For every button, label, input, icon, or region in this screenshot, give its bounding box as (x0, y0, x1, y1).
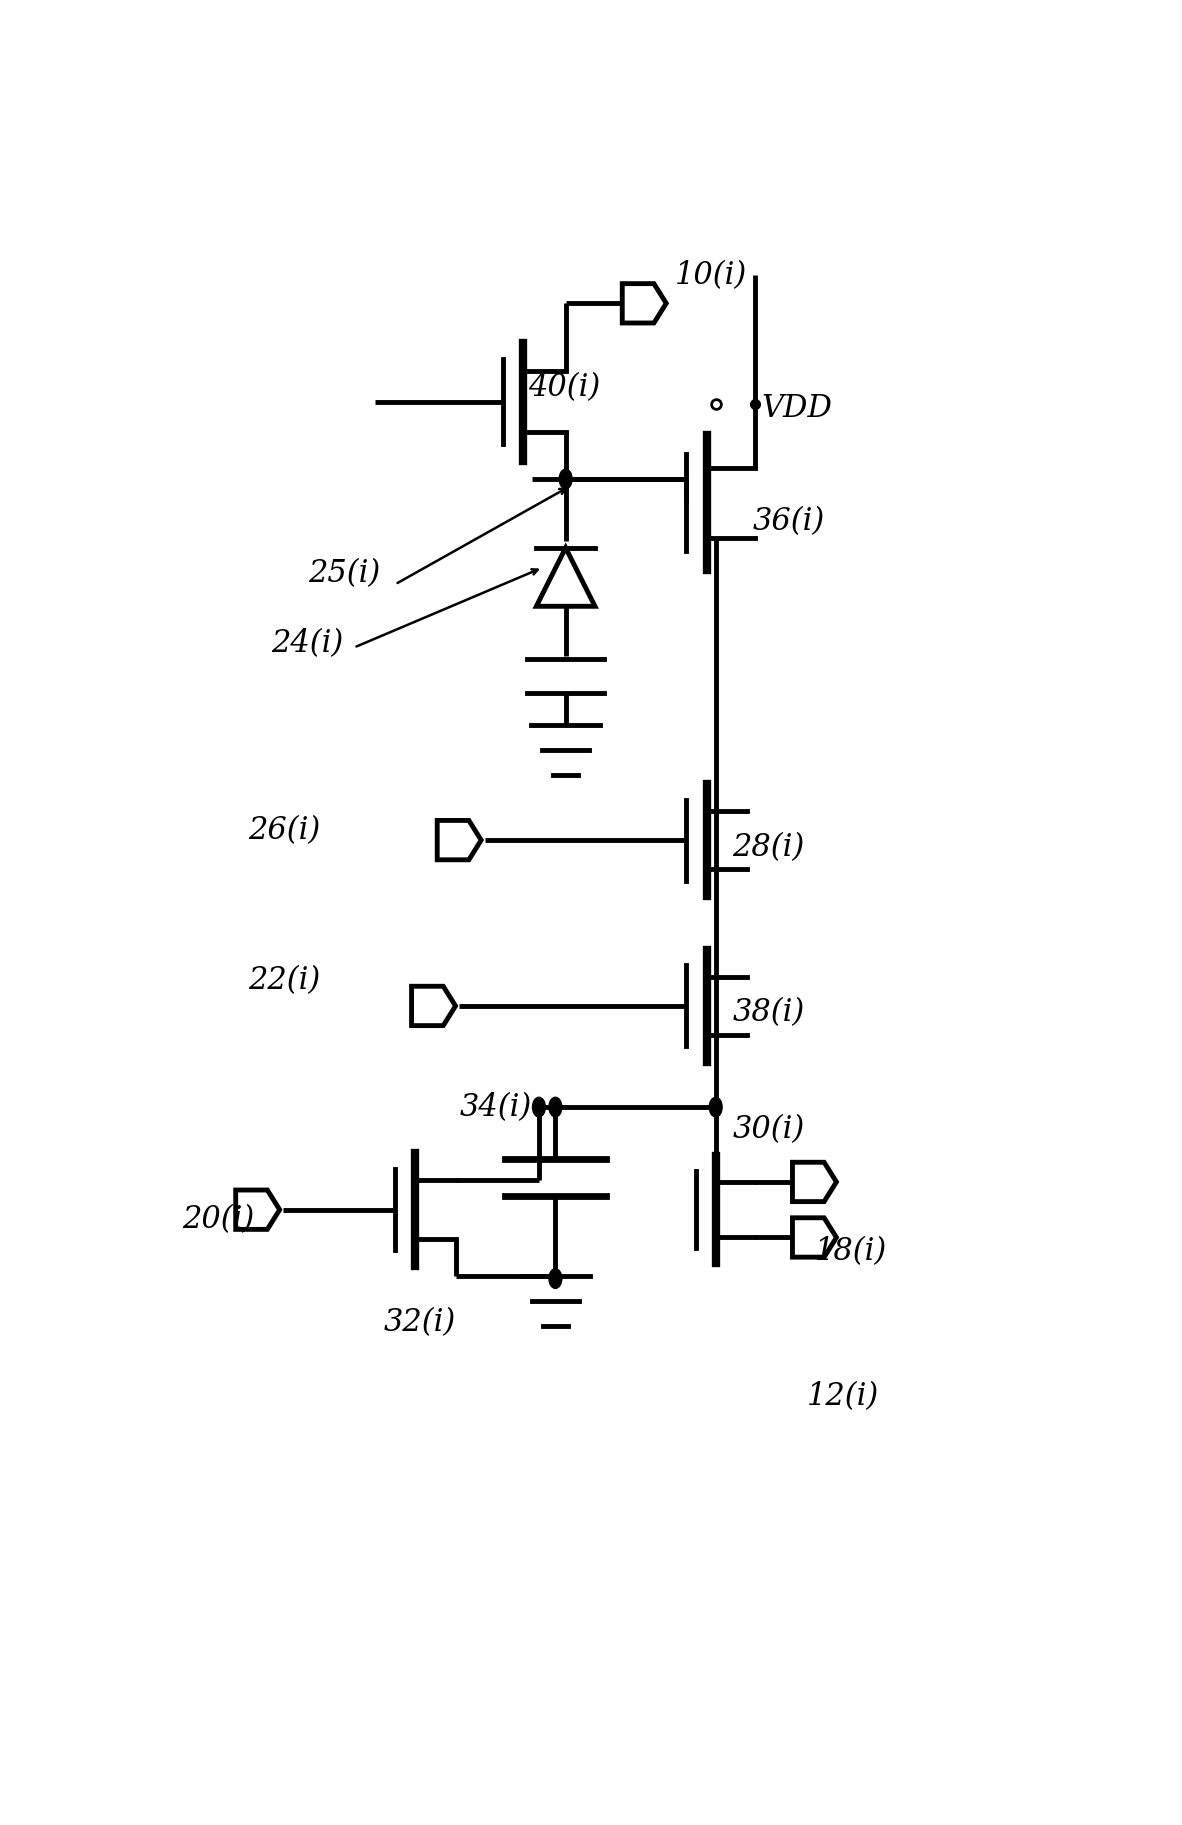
Circle shape (548, 1268, 561, 1288)
Circle shape (709, 1097, 722, 1117)
Text: 20(i): 20(i) (182, 1204, 255, 1236)
Text: 24(i): 24(i) (272, 628, 344, 659)
Circle shape (532, 1097, 545, 1117)
Text: 22(i): 22(i) (248, 965, 320, 996)
Text: VDD: VDD (761, 392, 832, 423)
Text: 25(i): 25(i) (309, 558, 381, 589)
Circle shape (548, 1097, 561, 1117)
Text: 12(i): 12(i) (807, 1382, 879, 1413)
Text: 32(i): 32(i) (384, 1307, 456, 1338)
Text: 38(i): 38(i) (732, 998, 805, 1029)
Circle shape (559, 469, 572, 489)
Text: 28(i): 28(i) (732, 832, 805, 863)
Text: 18(i): 18(i) (814, 1236, 886, 1267)
Text: 36(i): 36(i) (752, 506, 825, 537)
Text: 30(i): 30(i) (732, 1113, 805, 1144)
Text: 34(i): 34(i) (459, 1091, 532, 1122)
Text: 26(i): 26(i) (248, 814, 320, 845)
Text: 10(i): 10(i) (675, 259, 747, 290)
Text: 40(i): 40(i) (528, 372, 600, 403)
